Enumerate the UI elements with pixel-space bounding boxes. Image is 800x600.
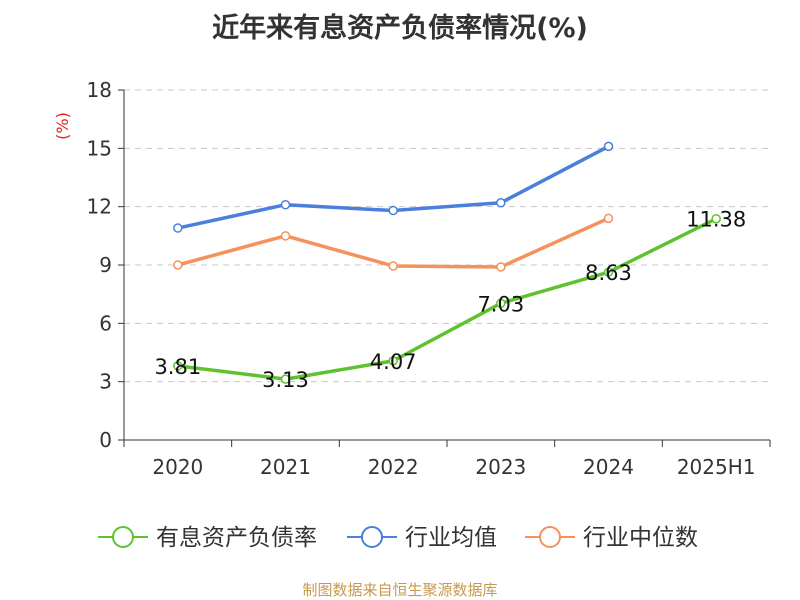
data-point (496, 198, 506, 208)
legend-marker-icon (112, 526, 134, 548)
legend: 有息资产负债率 行业均值 行业中位数 (98, 525, 698, 551)
data-label: 3.81 (154, 355, 201, 379)
chart-title: 近年来有息资产负债率情况(%) (212, 13, 588, 44)
data-point (388, 261, 398, 271)
legend-item[interactable]: 行业均值 (347, 525, 497, 551)
axes: 0 3 6 9 12 15 18 (%) 2020 2021 2022 2023 2024 2025H1 (53, 78, 771, 479)
data-point (173, 223, 183, 233)
data-point (280, 199, 291, 210)
data-point (496, 262, 506, 272)
data-point (173, 260, 183, 270)
data-point (173, 361, 183, 371)
data-point (388, 205, 398, 216)
data-point (603, 141, 614, 152)
data-point (603, 267, 614, 277)
y-tick-label: 3 (99, 370, 112, 394)
x-tick-label: 2024 (583, 455, 634, 479)
x-tick-label: 2022 (368, 455, 419, 479)
data-point (280, 231, 291, 241)
x-tick-label: 2023 (475, 455, 526, 479)
grid-lines (124, 89, 770, 383)
data-labels: 3.81 3.13 4.07 7.03 8.63 11.38 (154, 208, 746, 392)
y-tick-label: 18 (87, 78, 112, 102)
legend-item[interactable]: 有息资产负债率 (98, 525, 317, 551)
y-axis-unit-label: (%) (53, 112, 72, 140)
data-point (496, 298, 506, 309)
y-tick-label: 0 (99, 428, 112, 452)
legend-label: 行业均值 (405, 525, 497, 551)
y-tick-label: 12 (87, 195, 112, 219)
y-tick-label: 6 (99, 311, 112, 335)
data-label: 4.07 (370, 350, 417, 374)
legend-marker-icon (361, 526, 383, 548)
data-label: 7.03 (477, 292, 524, 316)
series-line (176, 216, 611, 269)
data-point (280, 374, 291, 384)
data-point (711, 213, 721, 224)
data-point (388, 356, 398, 366)
legend-label: 行业中位数 (583, 525, 698, 551)
legend-marker-icon (539, 526, 561, 548)
series-line (176, 144, 611, 230)
data-label: 11.38 (686, 208, 746, 232)
x-tick-label: 2025H1 (677, 455, 756, 479)
data-point (603, 213, 614, 224)
legend-label: 有息资产负债率 (156, 525, 317, 551)
source-footer: 制图数据来自恒生聚源数据库 (302, 581, 498, 599)
y-tick-label: 9 (99, 253, 112, 277)
series-line (176, 216, 718, 381)
data-label: 8.63 (585, 261, 632, 285)
y-tick-label: 15 (87, 136, 112, 160)
data-label: 3.13 (262, 368, 309, 392)
x-tick-label: 2021 (260, 455, 311, 479)
series-lines (173, 141, 721, 384)
x-tick-label: 2020 (152, 455, 203, 479)
legend-item[interactable]: 行业中位数 (525, 525, 698, 551)
